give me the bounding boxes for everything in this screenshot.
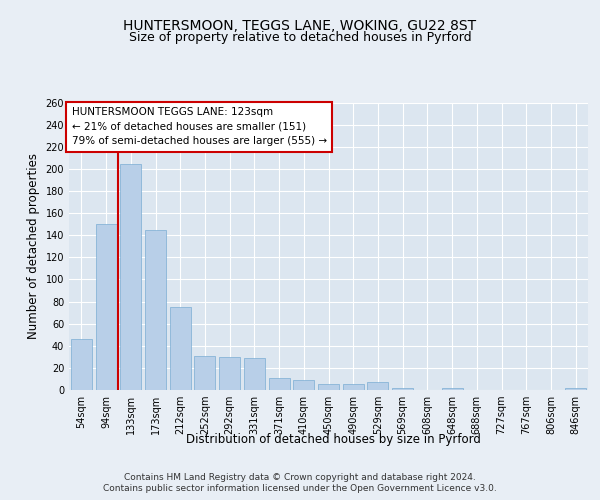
Bar [269,378,290,390]
Text: Size of property relative to detached houses in Pyrford: Size of property relative to detached ho… [128,31,472,44]
Bar [293,380,314,390]
Text: Distribution of detached houses by size in Pyrford: Distribution of detached houses by size … [185,432,481,446]
Bar [244,358,265,390]
Text: HUNTERSMOON TEGGS LANE: 123sqm
← 21% of detached houses are smaller (151)
79% of: HUNTERSMOON TEGGS LANE: 123sqm ← 21% of … [71,107,327,146]
Bar [145,230,166,390]
Bar [343,384,364,390]
Bar [392,388,413,390]
Text: HUNTERSMOON, TEGGS LANE, WOKING, GU22 8ST: HUNTERSMOON, TEGGS LANE, WOKING, GU22 8S… [124,19,476,33]
Y-axis label: Number of detached properties: Number of detached properties [27,153,40,340]
Bar [219,357,240,390]
Text: Contains HM Land Registry data © Crown copyright and database right 2024.
Contai: Contains HM Land Registry data © Crown c… [103,472,497,494]
Bar [194,356,215,390]
Bar [170,307,191,390]
Bar [120,164,141,390]
Bar [565,388,586,390]
Bar [318,384,339,390]
Bar [71,339,92,390]
Bar [442,388,463,390]
Bar [367,382,388,390]
Bar [95,224,116,390]
